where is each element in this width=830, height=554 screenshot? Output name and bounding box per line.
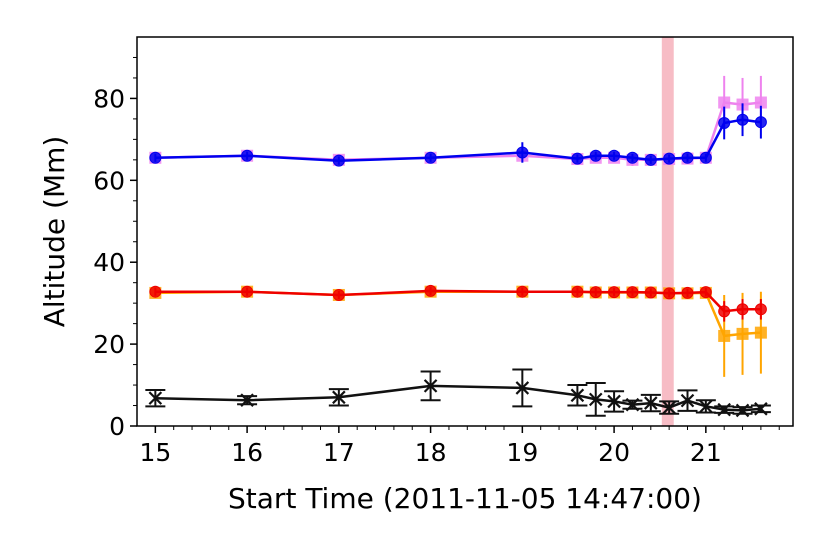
data-point xyxy=(625,397,640,412)
series-line xyxy=(155,384,762,412)
data-point xyxy=(663,152,676,165)
data-point xyxy=(588,392,603,407)
data-point xyxy=(699,286,712,299)
series-3 xyxy=(149,284,767,322)
data-point xyxy=(736,327,749,340)
y-tick-label: 0 xyxy=(109,412,125,441)
data-point xyxy=(571,285,584,298)
data-point xyxy=(735,403,750,418)
x-tick-label: 15 xyxy=(139,438,171,467)
data-point xyxy=(644,153,657,166)
data-point xyxy=(754,96,767,109)
data-point xyxy=(644,396,658,410)
data-point xyxy=(608,286,621,299)
data-point xyxy=(644,286,657,299)
data-point xyxy=(149,285,162,298)
data-point xyxy=(736,113,749,126)
data-point xyxy=(718,116,731,129)
tick-layer: 15 16 17 18 19 20 21 0 20 40 60 80 xyxy=(93,56,780,467)
data-point xyxy=(241,285,254,298)
series-0 xyxy=(149,75,767,166)
data-point xyxy=(754,326,767,339)
series-2 xyxy=(149,285,767,377)
data-point xyxy=(516,146,529,159)
x-tick-label: 20 xyxy=(598,438,630,467)
data-point xyxy=(680,393,695,408)
data-point xyxy=(718,305,731,318)
highlight-band xyxy=(661,37,674,426)
data-point xyxy=(148,391,163,405)
data-point xyxy=(681,151,694,164)
data-point xyxy=(332,154,345,167)
x-tick-label: 16 xyxy=(231,438,263,467)
x-tick-label: 18 xyxy=(415,438,447,467)
data-point xyxy=(608,149,621,162)
y-tick-label: 40 xyxy=(93,248,125,277)
data-point xyxy=(699,151,712,164)
data-point xyxy=(626,286,639,299)
series-line xyxy=(155,289,761,313)
data-point xyxy=(589,286,602,299)
data-point xyxy=(516,285,529,298)
data-point xyxy=(424,284,437,297)
y-axis-label: Altitude (Mm) xyxy=(38,136,71,328)
data-point xyxy=(607,394,621,409)
y-tick-label: 60 xyxy=(93,166,125,195)
data-point xyxy=(663,287,676,300)
x-tick-label: 19 xyxy=(506,438,538,467)
data-point xyxy=(423,379,438,393)
series-line xyxy=(155,118,762,162)
x-tick-label: 21 xyxy=(690,438,722,467)
data-point xyxy=(241,149,254,162)
data-point xyxy=(589,149,602,162)
plot-frame xyxy=(136,36,794,427)
data-point xyxy=(571,152,584,165)
data-point xyxy=(332,288,345,301)
y-tick-label: 80 xyxy=(93,84,125,113)
data-point xyxy=(626,151,639,164)
data-point xyxy=(718,96,731,109)
series-1 xyxy=(149,103,767,167)
data-point xyxy=(570,388,585,403)
data-point xyxy=(736,303,749,316)
data-point xyxy=(515,381,530,395)
data-point xyxy=(754,116,767,129)
data-point xyxy=(718,329,731,342)
data-point xyxy=(424,151,437,164)
data-point xyxy=(699,399,713,414)
data-point xyxy=(754,303,767,316)
data-point xyxy=(149,151,162,164)
data-point xyxy=(681,286,694,299)
y-tick-label: 20 xyxy=(93,330,125,359)
series-layer xyxy=(145,75,771,418)
data-point xyxy=(717,402,731,417)
x-axis-label: Start Time (2011-11-05 14:47:00) xyxy=(228,482,702,515)
series-4 xyxy=(145,368,771,418)
data-point xyxy=(240,393,254,407)
data-point xyxy=(754,402,768,416)
x-tick-label: 17 xyxy=(323,438,355,467)
data-point xyxy=(332,390,346,405)
highlight-band-layer xyxy=(661,37,674,426)
data-point xyxy=(662,400,676,415)
